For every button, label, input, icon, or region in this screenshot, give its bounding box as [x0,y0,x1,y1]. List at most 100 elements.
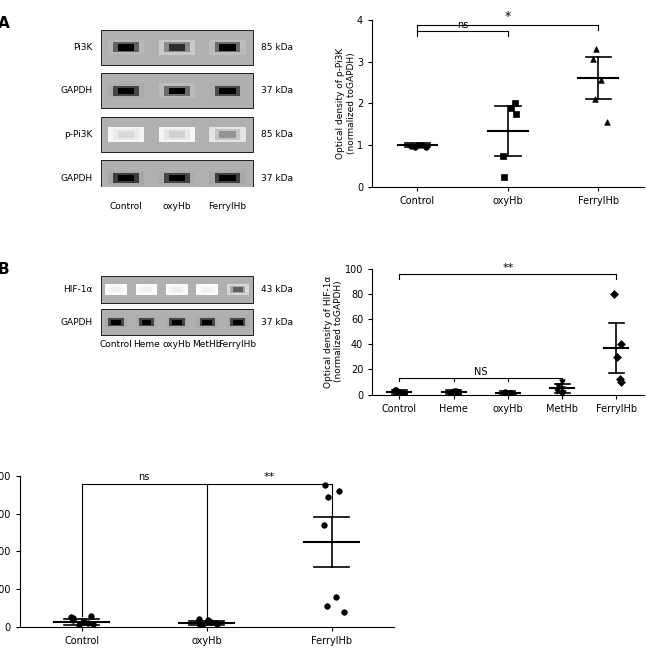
Point [211,618,222,628]
Bar [118,44,135,50]
Point [556,387,566,398]
Point [510,108,521,119]
Bar [101,29,253,65]
Bar [164,129,190,140]
Point [508,389,518,400]
Point [557,384,567,394]
Point [615,374,625,385]
Bar [139,285,154,293]
Bar [169,318,185,326]
Point [590,44,601,54]
Point [410,142,421,153]
Bar [109,318,124,326]
Bar [219,131,236,138]
Point [553,381,564,391]
Bar [219,175,236,182]
Point [450,386,461,396]
Point [318,520,329,530]
Point [453,388,463,398]
Bar [101,73,253,108]
Point [557,377,567,387]
Bar [209,40,246,55]
Bar [209,127,246,142]
Bar [214,42,240,52]
Point [499,172,510,182]
Point [417,140,427,151]
Bar [200,285,215,293]
Point [616,377,626,387]
Text: **: ** [502,263,514,272]
Point [506,103,516,113]
Point [195,620,205,630]
Point [203,616,214,626]
Bar [233,320,242,325]
Text: MetHb: MetHb [192,340,222,349]
Text: **: ** [263,472,275,482]
Bar [172,320,182,325]
Bar [227,284,248,295]
Point [322,601,333,611]
Text: Control: Control [99,340,133,349]
Text: GAPDH: GAPDH [60,174,93,183]
Point [391,385,401,396]
Text: ns: ns [457,20,468,29]
Point [588,54,598,65]
Bar [159,170,195,185]
Point [322,492,333,502]
Point [86,611,96,621]
Text: A: A [0,16,10,31]
Text: p-Pi3K: p-Pi3K [64,130,93,139]
Bar [200,318,215,326]
Bar [209,170,246,185]
Text: oxyHb: oxyHb [162,202,191,212]
Bar [166,317,188,328]
Text: NS: NS [474,366,488,377]
Point [389,385,400,395]
Bar [164,42,190,52]
Point [612,351,623,362]
Point [452,387,463,397]
Point [212,619,222,629]
Point [446,389,456,399]
Point [499,387,510,397]
Bar [214,129,240,140]
Bar [168,175,185,182]
Point [68,613,79,624]
Bar [227,317,248,328]
Bar [169,285,185,293]
Bar [164,86,190,96]
Bar [172,287,182,292]
Bar [136,284,157,295]
Bar [230,318,245,326]
Bar [196,317,218,328]
Bar [101,117,253,152]
Bar [196,284,218,295]
Point [393,389,403,400]
Bar [108,127,144,142]
Point [83,618,93,628]
Point [498,151,508,161]
Text: GAPDH: GAPDH [60,318,93,326]
Bar [202,287,212,292]
Point [73,620,84,630]
Point [510,98,520,108]
Bar [142,320,151,325]
Point [421,142,431,152]
Text: oxyHb: oxyHb [162,340,191,349]
Point [552,386,562,396]
Bar [108,170,144,185]
Bar [219,88,236,94]
Bar [105,317,127,328]
Text: B: B [0,263,9,278]
Point [501,389,512,399]
Bar [202,320,212,325]
Bar [111,287,121,292]
Point [602,117,612,127]
Bar [105,284,127,295]
Text: *: * [504,10,511,23]
Bar [118,131,135,138]
Point [68,615,79,626]
Bar [233,287,242,292]
Bar [164,173,190,183]
Text: 85 kDa: 85 kDa [261,130,293,139]
